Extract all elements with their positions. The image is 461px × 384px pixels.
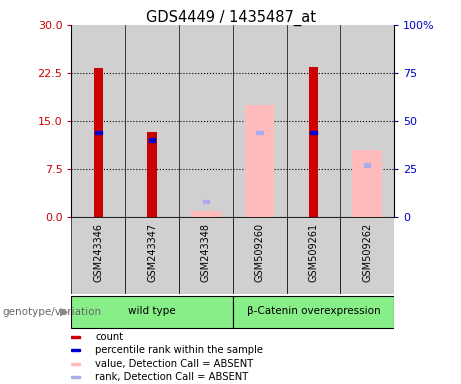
- Text: GDS4449 / 1435487_at: GDS4449 / 1435487_at: [146, 10, 315, 26]
- Text: value, Detection Call = ABSENT: value, Detection Call = ABSENT: [95, 359, 254, 369]
- Bar: [95, 131, 101, 134]
- Bar: [364, 163, 371, 167]
- Bar: [179, 217, 233, 294]
- Bar: [71, 296, 233, 328]
- Text: count: count: [95, 332, 124, 342]
- Bar: [94, 68, 103, 217]
- Bar: [191, 210, 221, 217]
- Text: GSM243347: GSM243347: [147, 223, 157, 282]
- Bar: [125, 217, 179, 294]
- Bar: [125, 25, 179, 217]
- Bar: [353, 150, 382, 217]
- Text: GSM509262: GSM509262: [362, 223, 372, 282]
- Bar: [256, 131, 263, 134]
- Bar: [233, 296, 394, 328]
- Text: GSM243346: GSM243346: [93, 223, 103, 282]
- Text: GSM509260: GSM509260: [254, 223, 265, 282]
- Text: genotype/variation: genotype/variation: [2, 307, 101, 317]
- Text: GSM509261: GSM509261: [308, 223, 319, 282]
- Bar: [233, 25, 287, 217]
- Text: rank, Detection Call = ABSENT: rank, Detection Call = ABSENT: [95, 372, 248, 382]
- Bar: [233, 217, 287, 294]
- Bar: [71, 25, 125, 217]
- Bar: [245, 105, 274, 217]
- Bar: [310, 131, 317, 134]
- Text: GSM243348: GSM243348: [201, 223, 211, 282]
- Bar: [203, 200, 209, 204]
- Bar: [71, 349, 80, 351]
- Bar: [71, 363, 80, 365]
- Bar: [71, 336, 80, 338]
- Bar: [148, 132, 157, 217]
- Bar: [71, 376, 80, 378]
- Bar: [309, 66, 318, 217]
- Text: β-Catenin overexpression: β-Catenin overexpression: [247, 306, 380, 316]
- Text: wild type: wild type: [128, 306, 176, 316]
- Bar: [287, 217, 340, 294]
- Text: percentile rank within the sample: percentile rank within the sample: [95, 345, 263, 356]
- Bar: [340, 25, 394, 217]
- Bar: [71, 217, 125, 294]
- Bar: [149, 138, 155, 142]
- Text: ▶: ▶: [60, 307, 68, 317]
- Bar: [287, 25, 340, 217]
- Bar: [340, 217, 394, 294]
- Bar: [179, 25, 233, 217]
